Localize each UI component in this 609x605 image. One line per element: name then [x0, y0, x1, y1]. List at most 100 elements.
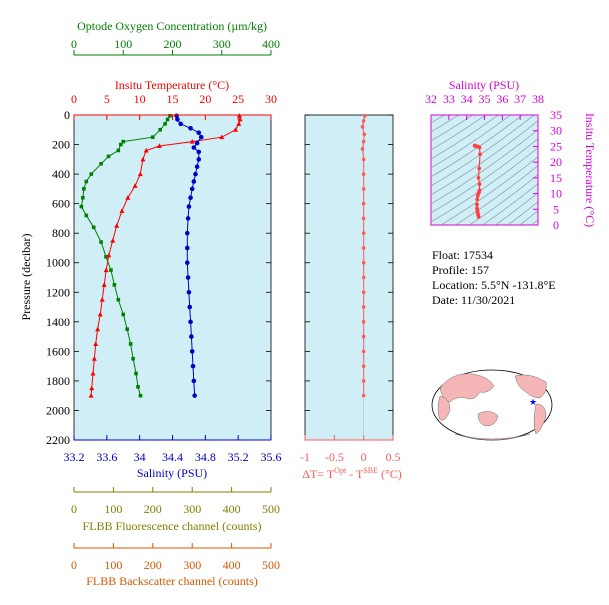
pressure-tick-label: 2200: [46, 433, 70, 447]
salinity-point: [184, 260, 190, 266]
salinity-point: [189, 334, 194, 339]
oxygen-point: [99, 161, 103, 166]
oxygen-axis-tick-label: 0: [71, 37, 77, 51]
temperature-point: [236, 121, 242, 126]
map-land-asia: [439, 373, 495, 403]
profile-date: Date: 11/30/2021: [432, 293, 516, 307]
salinity-point: [189, 186, 195, 192]
ts-contour: [431, 147, 538, 223]
temperature-point: [114, 223, 120, 228]
fluorescence-axis-title: FLBB Fluorescence channel (counts): [83, 519, 262, 533]
salinity-axis-tick-label: 33.6: [96, 450, 117, 464]
ts-contour: [431, 115, 535, 187]
ts-contour: [431, 129, 538, 205]
temperature-point: [137, 171, 143, 177]
ts-salinity-axis-tick-label: 36: [496, 92, 508, 106]
ts-salinity-axis-title: Salinity (PSU): [449, 78, 519, 92]
oxygen-point: [136, 385, 140, 389]
pressure-tick-label: 2000: [46, 403, 70, 417]
delta-t-point: [361, 139, 366, 144]
temperature-axis-tick-label: 30: [265, 92, 277, 106]
world-map: ★: [431, 369, 553, 441]
delta-t-point: [361, 275, 366, 280]
temperature-point: [156, 143, 162, 149]
ts-temperature-tick-label: 20: [550, 155, 562, 169]
temperature-point: [103, 267, 109, 273]
backscatter-axis-tick-label: 100: [104, 558, 122, 572]
temperature-point: [91, 356, 97, 361]
delta-t-axis-tick-label: -1: [300, 450, 310, 464]
ts-contour: [431, 115, 523, 178]
oxygen-point: [116, 148, 121, 153]
backscatter-axis-tick-label: 400: [223, 558, 241, 572]
pressure-tick-label: 1600: [46, 344, 70, 358]
fluorescence-axis-tick-label: 200: [144, 502, 162, 516]
temperature-point: [88, 393, 94, 398]
delta-t-axis-tick-label: -0.5: [325, 450, 344, 464]
oxygen-point: [109, 268, 113, 272]
temperature-point: [237, 116, 243, 122]
delta-t-point: [361, 305, 366, 309]
oxygen-point: [131, 356, 135, 361]
salinity-axis-tick-label: 35.2: [228, 450, 249, 464]
pressure-tick-label: 200: [52, 138, 70, 152]
oxygen-point: [91, 225, 96, 230]
ts-salinity-axis-tick-label: 37: [514, 92, 526, 106]
salinity-point: [191, 179, 197, 184]
temperature-point: [90, 370, 96, 376]
pressure-tick-label: 0: [64, 108, 70, 122]
delta-t-point: [361, 349, 366, 354]
ts-temperature-axis-title: Insitu Temperature (°C): [583, 113, 597, 227]
ts-salinity-axis-tick-label: 38: [532, 92, 544, 106]
oxygen-point: [89, 172, 94, 176]
salinity-axis-tick-label: 35.6: [261, 450, 282, 464]
ts-contour: [454, 165, 538, 225]
oxygen-point: [84, 179, 89, 184]
pressure-tick-label: 1200: [46, 285, 70, 299]
salinity-point: [191, 145, 197, 150]
oxygen-point: [116, 297, 121, 302]
salinity-point: [184, 245, 190, 251]
temperature-line: [90, 115, 241, 396]
salinity-point: [175, 117, 180, 122]
delta-t-point: [360, 125, 365, 129]
backscatter-axis-tick-label: 500: [262, 558, 280, 572]
ts-contour: [482, 183, 538, 225]
salinity-point: [192, 393, 197, 398]
ts-temperature-tick-label: 0: [553, 218, 559, 232]
ts-contour: [431, 120, 538, 196]
temperature-point: [93, 341, 99, 346]
delta-t-point: [361, 334, 366, 339]
ts-contour: [431, 138, 538, 214]
fluorescence-axis-tick-label: 400: [223, 502, 241, 516]
ts-salinity-axis-tick-label: 34: [461, 92, 473, 106]
delta-t-point: [361, 157, 366, 162]
salinity-point: [186, 204, 192, 209]
temperature-point: [233, 127, 239, 132]
delta-t-point: [361, 187, 366, 191]
profile-number: Profile: 157: [432, 263, 489, 277]
oxygen-point: [151, 135, 155, 139]
salinity-point: [185, 216, 191, 221]
pressure-tick-label: 400: [52, 167, 70, 181]
salinity-point: [188, 125, 193, 131]
ts-point: [478, 152, 482, 157]
salinity-point: [196, 130, 202, 136]
ts-point: [477, 188, 482, 193]
salinity-point: [196, 149, 202, 155]
backscatter-axis-title: FLBB Backscatter channel (counts): [86, 574, 258, 588]
oxygen-point: [168, 113, 172, 118]
delta-t-point: [361, 290, 366, 295]
ts-contour: [468, 174, 538, 225]
temperature-point: [89, 385, 95, 391]
oxygen-point: [82, 187, 86, 191]
delta-t-mid: - T: [346, 467, 364, 481]
delta-t-point: [361, 260, 366, 265]
salinity-point: [185, 275, 191, 280]
float-location: Location: 5.5°N -131.8°E: [432, 278, 556, 292]
map-land-antarctica: [454, 433, 531, 441]
pressure-tick-label: 800: [52, 226, 70, 240]
float-id: Float: 17534: [432, 248, 494, 262]
salinity-axis-tick-label: 34: [134, 450, 146, 464]
